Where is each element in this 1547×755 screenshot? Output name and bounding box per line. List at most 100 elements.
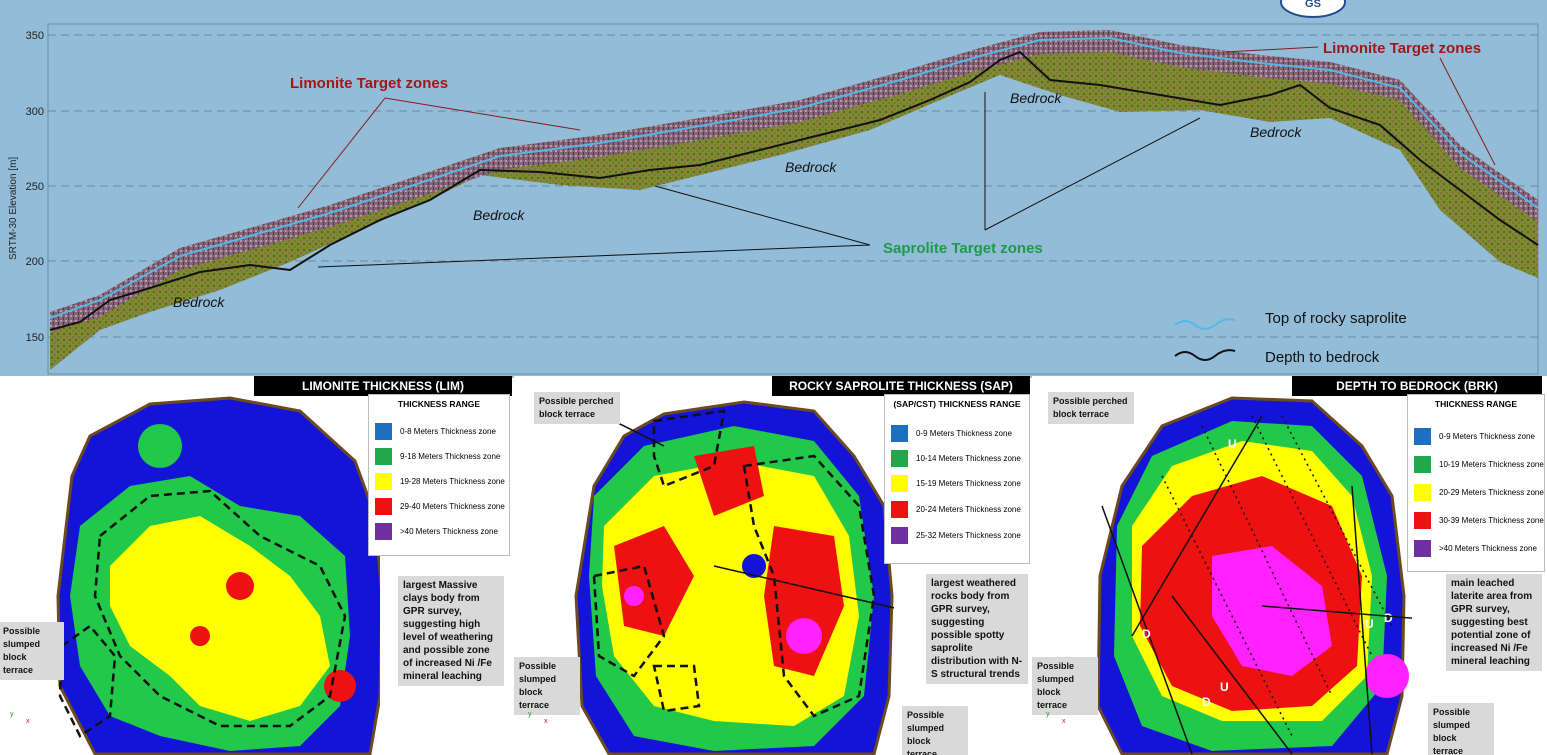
legend-bedrock: THICKNESS RANGE 0-9 Meters Thickness zon… <box>1407 394 1545 572</box>
axis-y-label: y <box>10 711 14 718</box>
ytick-150: 150 <box>26 332 44 344</box>
legend-bedrock-swatch <box>1174 349 1236 361</box>
ytick-300: 300 <box>26 106 44 118</box>
legend-label-4: 25-32 Meters Thickness zone <box>916 531 1021 540</box>
panel-title-limonite: LIMONITE THICKNESS (LIM) <box>254 376 512 396</box>
limonite-dashed-boundary <box>93 489 347 728</box>
legend-label-1: 10-19 Meters Thickness zone <box>1439 460 1544 469</box>
gs-logo <box>1280 0 1346 18</box>
bedrock-label-4: Bedrock <box>1010 90 1062 106</box>
fault-mark-u-2: U <box>1365 617 1374 631</box>
legend-saprolite: (SAP/CST) THICKNESS RANGE 0-9 Meters Thi… <box>884 394 1030 564</box>
legend-swatch-2 <box>1414 484 1431 501</box>
saprolite-dashed-boundary-4 <box>652 664 701 713</box>
bedrock-zone-magenta-2 <box>1365 654 1409 698</box>
panel-title-bedrock: DEPTH TO BEDROCK (BRK) <box>1292 376 1542 396</box>
limonite-zone-yellow <box>110 516 330 721</box>
annotation-arrows <box>297 46 1496 209</box>
legend-title: THICKNESS RANGE <box>397 399 481 409</box>
legend-title: (SAP/CST) THICKNESS RANGE <box>893 399 1021 409</box>
ytick-250: 250 <box>26 181 44 193</box>
saprolite-label: Saprolite Target zones <box>883 240 1043 257</box>
depth-to-bedrock-line <box>49 50 1539 331</box>
profile-frame <box>47 23 1539 375</box>
limonite-zone-red-3 <box>190 626 210 646</box>
legend-swatch-1 <box>891 450 908 467</box>
note-saprolite-slumped-left: Possible slumped block terrace <box>514 657 580 715</box>
legend-swatch-1 <box>375 448 392 465</box>
legend-swatch-4 <box>1414 540 1431 557</box>
axis-indicator: y x <box>528 711 548 725</box>
legend-limonite: THICKNESS RANGE 0-8 Meters Thickness zon… <box>368 394 510 556</box>
saprolite-zone-red-2 <box>764 526 844 676</box>
note-limonite-slumped: Possible slumped block terrace <box>0 622 64 680</box>
ytick-350: 350 <box>26 30 44 42</box>
legend-swatch-0 <box>375 423 392 440</box>
limonite-label-right: Limonite Target zones <box>1323 40 1481 57</box>
legend-swatch-3 <box>375 498 392 515</box>
axis-y-label: y <box>528 711 532 718</box>
note-bedrock-slumped-right: Possible slumped block terrace <box>1428 703 1494 755</box>
fault-mark-d-1: D <box>1142 627 1151 641</box>
bedrock-label-2: Bedrock <box>473 207 525 223</box>
saprolite-dashed-boundary-2 <box>742 454 876 718</box>
bedrock-label-3: Bedrock <box>785 159 837 175</box>
legend-saprolite-label: Top of rocky saprolite <box>1265 310 1407 327</box>
legend-label-3: 30-39 Meters Thickness zone <box>1439 516 1544 525</box>
panel-limonite: LIMONITE THICKNESS (LIM) THICKNESS RANGE… <box>0 376 512 755</box>
legend-label-4: >40 Meters Thickness zone <box>400 527 498 536</box>
legend-label-0: 0-9 Meters Thickness zone <box>1439 432 1535 441</box>
saprolite-map <box>574 400 894 755</box>
bedrock-label-5: Bedrock <box>1250 124 1302 140</box>
note-limonite-main: largest Massive clays body from GPR surv… <box>398 576 504 686</box>
note-saprolite-perched: Possible perched block terrace <box>534 392 620 424</box>
axis-x-label: x <box>544 718 548 725</box>
limonite-label-left: Limonite Target zones <box>290 75 448 92</box>
legend-swatch-2 <box>375 473 392 490</box>
saprolite-arrows <box>317 92 1201 268</box>
legend-swatch-3 <box>1414 512 1431 529</box>
bedrock-label-1: Bedrock <box>173 294 225 310</box>
saprolite-zone-magenta-2 <box>624 586 644 606</box>
saprolite-zone-magenta-1 <box>786 618 822 654</box>
legend-label-3: 29-40 Meters Thickness zone <box>400 502 505 511</box>
gs-logo-text: GS <box>1305 0 1321 10</box>
legend-swatch-1 <box>1414 456 1431 473</box>
note-saprolite-main: largest weathered rocks body from GPR su… <box>926 574 1028 684</box>
profile-yticks: 350 300 250 200 150 <box>26 30 44 344</box>
limonite-dashed-slump <box>58 624 117 738</box>
saprolite-zone-red-3 <box>694 446 764 516</box>
legend-label-3: 20-24 Meters Thickness zone <box>916 505 1021 514</box>
bedrock-fault-lines <box>1101 415 1373 755</box>
legend-swatch-0 <box>1414 428 1431 445</box>
fault-mark-d-2: D <box>1384 611 1393 625</box>
limonite-zone-green-patch <box>138 424 182 468</box>
top-of-saprolite-line <box>49 36 1539 319</box>
legend-swatch-4 <box>375 523 392 540</box>
limonite-zone-red-2 <box>324 670 356 702</box>
bedrock-dotted-trends <box>1161 415 1393 737</box>
note-bedrock-main: main leached laterite area from GPR surv… <box>1446 574 1542 671</box>
axis-x-label: x <box>26 718 30 725</box>
fault-mark-u-3: U <box>1220 680 1229 694</box>
saprolite-dashed-boundary-1 <box>652 409 726 488</box>
legend-swatch-0 <box>891 425 908 442</box>
legend-label-2: 15-19 Meters Thickness zone <box>916 479 1021 488</box>
fault-mark-d-3: D <box>1202 695 1211 709</box>
fault-mark-u-1: U <box>1228 437 1237 451</box>
axis-y-label: y <box>1046 711 1050 718</box>
legend-label-2: 20-29 Meters Thickness zone <box>1439 488 1544 497</box>
legend-swatch-4 <box>891 527 908 544</box>
legend-label-2: 19-28 Meters Thickness zone <box>400 477 505 486</box>
limonite-zone-red-1 <box>226 572 254 600</box>
legend-label-1: 10-14 Meters Thickness zone <box>916 454 1021 463</box>
gpr-elevation-profile: 350 300 250 200 150 SRTM-30 Elevation [m… <box>0 0 1547 378</box>
panel-title-saprolite: ROCKY SAPROLITE THICKNESS (SAP) <box>772 376 1030 396</box>
legend-bedrock-label: Depth to bedrock <box>1265 349 1380 366</box>
legend-label-1: 9-18 Meters Thickness zone <box>400 452 501 461</box>
axis-x-label: x <box>1062 718 1066 725</box>
saprolite-pointer-2 <box>713 565 894 609</box>
note-saprolite-slumped-right: Possible slumped block terrace <box>902 706 968 755</box>
note-bedrock-slumped-left: Possible slumped block terrace <box>1032 657 1098 715</box>
profile-ylabel: SRTM-30 Elevation [m] <box>8 157 19 260</box>
